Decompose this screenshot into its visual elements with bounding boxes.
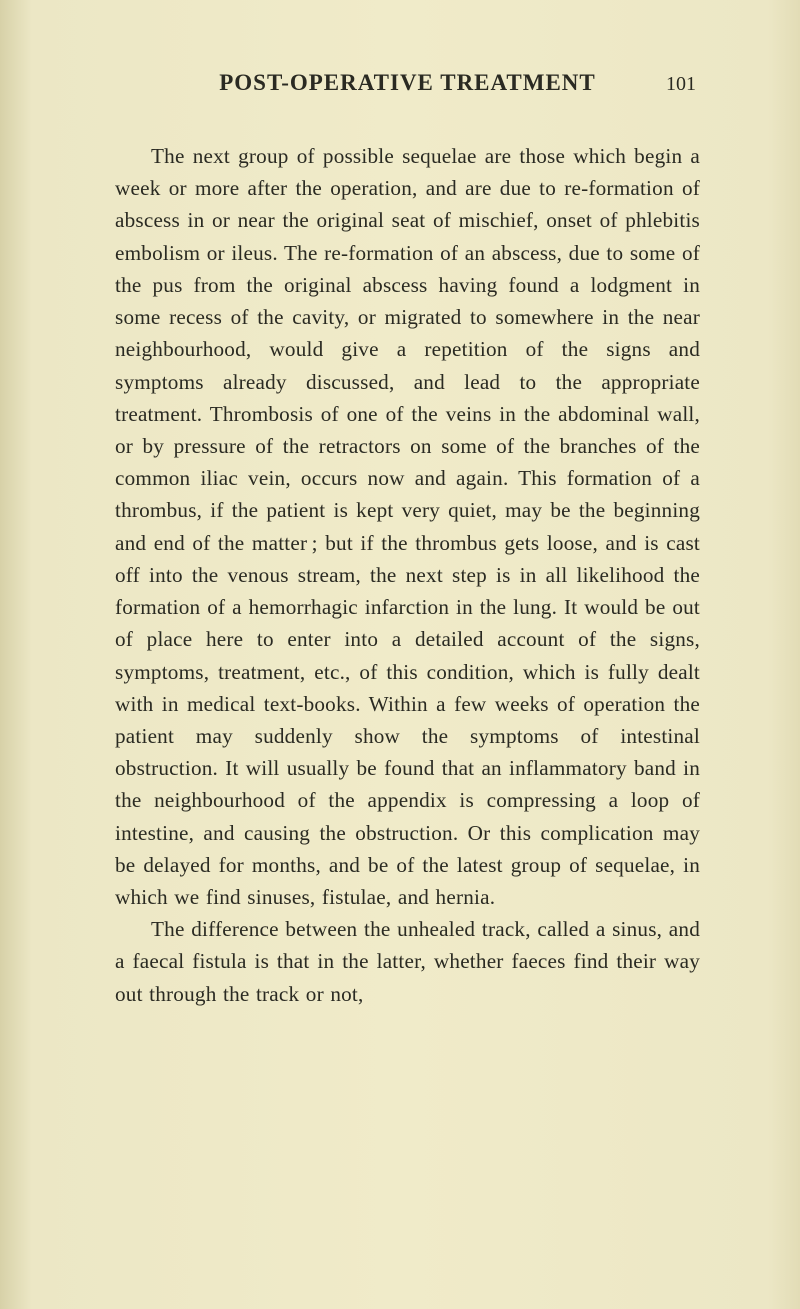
- body-text: The next group of possible sequelae are …: [115, 140, 700, 1010]
- page-header: POST-OPERATIVE TREATMENT 101: [115, 70, 700, 96]
- page-number: 101: [656, 73, 696, 96]
- running-head: POST-OPERATIVE TREATMENT: [159, 70, 656, 96]
- book-page: POST-OPERATIVE TREATMENT 101 The next gr…: [0, 0, 800, 1309]
- paragraph: The next group of possible sequelae are …: [115, 140, 700, 913]
- paragraph: The difference between the unhealed trac…: [115, 913, 700, 1010]
